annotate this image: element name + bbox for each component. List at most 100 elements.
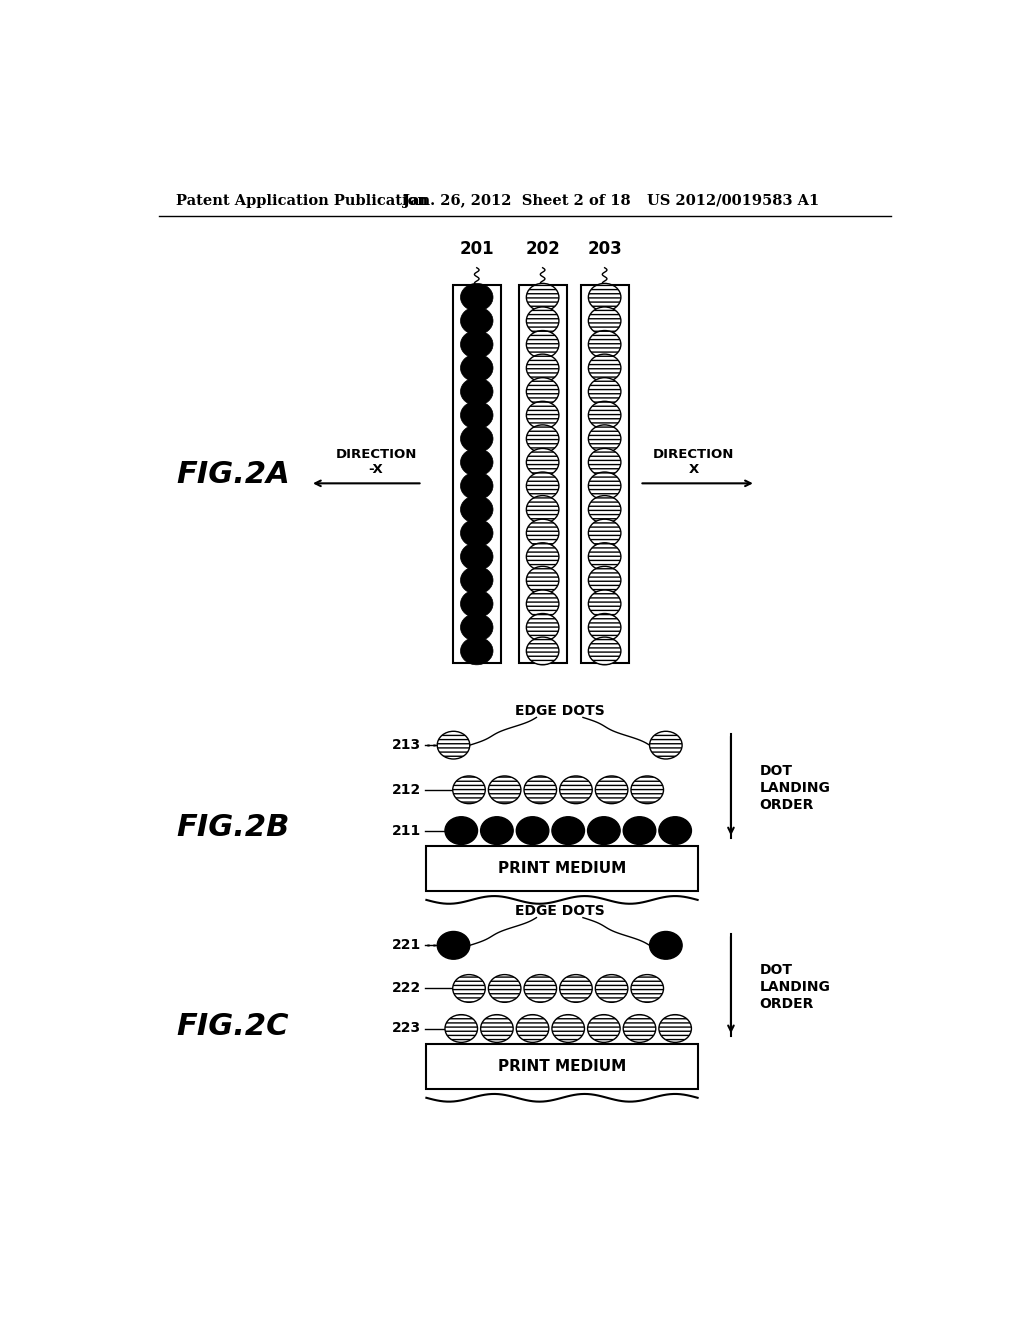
Text: PRINT MEDIUM: PRINT MEDIUM <box>498 1059 626 1073</box>
Ellipse shape <box>461 495 493 523</box>
Text: FIG.2C: FIG.2C <box>176 1012 289 1041</box>
Ellipse shape <box>589 378 621 405</box>
Ellipse shape <box>461 473 493 500</box>
Text: 202: 202 <box>525 240 560 259</box>
Ellipse shape <box>560 974 592 1002</box>
Ellipse shape <box>526 543 559 570</box>
Ellipse shape <box>552 817 585 845</box>
Text: FIG.2B: FIG.2B <box>176 813 290 842</box>
Text: EDGE DOTS: EDGE DOTS <box>515 904 604 919</box>
Ellipse shape <box>461 638 493 665</box>
Text: 211: 211 <box>392 824 421 838</box>
Ellipse shape <box>526 495 559 523</box>
Ellipse shape <box>461 543 493 570</box>
Ellipse shape <box>588 1015 621 1043</box>
Ellipse shape <box>445 817 477 845</box>
Ellipse shape <box>526 378 559 405</box>
Ellipse shape <box>526 308 559 335</box>
Ellipse shape <box>461 614 493 642</box>
Text: 222: 222 <box>392 982 421 995</box>
Ellipse shape <box>461 590 493 618</box>
Text: DOT
LANDING
ORDER: DOT LANDING ORDER <box>760 962 830 1011</box>
Ellipse shape <box>631 974 664 1002</box>
Ellipse shape <box>526 354 559 381</box>
Ellipse shape <box>589 354 621 381</box>
Bar <box>426 846 697 891</box>
Ellipse shape <box>589 614 621 642</box>
Bar <box>518 285 566 663</box>
Ellipse shape <box>589 401 621 429</box>
Text: DOT
LANDING
ORDER: DOT LANDING ORDER <box>760 763 830 812</box>
Text: 221: 221 <box>392 939 421 952</box>
Text: 223: 223 <box>392 1022 421 1035</box>
Ellipse shape <box>524 776 557 804</box>
Ellipse shape <box>589 566 621 594</box>
Text: 213: 213 <box>392 738 421 752</box>
Ellipse shape <box>589 590 621 618</box>
Ellipse shape <box>480 1015 513 1043</box>
Ellipse shape <box>516 817 549 845</box>
Text: 212: 212 <box>392 783 421 797</box>
Ellipse shape <box>526 330 559 358</box>
Ellipse shape <box>461 566 493 594</box>
Ellipse shape <box>589 495 621 523</box>
Text: DIRECTION
-X: DIRECTION -X <box>335 447 417 475</box>
Bar <box>426 1044 697 1089</box>
Ellipse shape <box>461 449 493 477</box>
Ellipse shape <box>589 330 621 358</box>
Ellipse shape <box>589 519 621 546</box>
Text: Jan. 26, 2012  Sheet 2 of 18: Jan. 26, 2012 Sheet 2 of 18 <box>403 194 631 207</box>
Ellipse shape <box>658 1015 691 1043</box>
Ellipse shape <box>526 519 559 546</box>
Ellipse shape <box>624 1015 655 1043</box>
Ellipse shape <box>526 638 559 665</box>
Ellipse shape <box>526 449 559 477</box>
Ellipse shape <box>589 425 621 453</box>
Text: US 2012/0019583 A1: US 2012/0019583 A1 <box>647 194 819 207</box>
Ellipse shape <box>624 817 655 845</box>
Ellipse shape <box>589 473 621 500</box>
Text: PRINT MEDIUM: PRINT MEDIUM <box>498 861 626 876</box>
Ellipse shape <box>526 284 559 312</box>
Ellipse shape <box>480 817 513 845</box>
Ellipse shape <box>488 776 521 804</box>
Text: DIRECTION
X: DIRECTION X <box>653 447 734 475</box>
Text: 201: 201 <box>460 240 494 259</box>
Ellipse shape <box>437 932 470 960</box>
Ellipse shape <box>631 776 664 804</box>
Ellipse shape <box>526 614 559 642</box>
Ellipse shape <box>488 974 521 1002</box>
Ellipse shape <box>649 731 682 759</box>
Ellipse shape <box>461 284 493 312</box>
Ellipse shape <box>461 354 493 381</box>
Ellipse shape <box>461 330 493 358</box>
Ellipse shape <box>526 425 559 453</box>
Ellipse shape <box>649 932 682 960</box>
Ellipse shape <box>461 425 493 453</box>
Ellipse shape <box>589 543 621 570</box>
Ellipse shape <box>589 284 621 312</box>
Ellipse shape <box>461 308 493 335</box>
Ellipse shape <box>516 1015 549 1043</box>
Text: 203: 203 <box>587 240 622 259</box>
Ellipse shape <box>588 817 621 845</box>
Ellipse shape <box>526 590 559 618</box>
Ellipse shape <box>595 776 628 804</box>
Text: Patent Application Publication: Patent Application Publication <box>176 194 428 207</box>
Ellipse shape <box>461 378 493 405</box>
Ellipse shape <box>589 308 621 335</box>
Ellipse shape <box>595 974 628 1002</box>
Ellipse shape <box>658 817 691 845</box>
Ellipse shape <box>461 519 493 546</box>
Text: EDGE DOTS: EDGE DOTS <box>515 705 604 718</box>
Bar <box>581 285 629 663</box>
Ellipse shape <box>526 473 559 500</box>
Bar <box>453 285 501 663</box>
Ellipse shape <box>526 566 559 594</box>
Ellipse shape <box>526 401 559 429</box>
Ellipse shape <box>453 974 485 1002</box>
Ellipse shape <box>589 638 621 665</box>
Ellipse shape <box>589 449 621 477</box>
Ellipse shape <box>461 401 493 429</box>
Ellipse shape <box>437 731 470 759</box>
